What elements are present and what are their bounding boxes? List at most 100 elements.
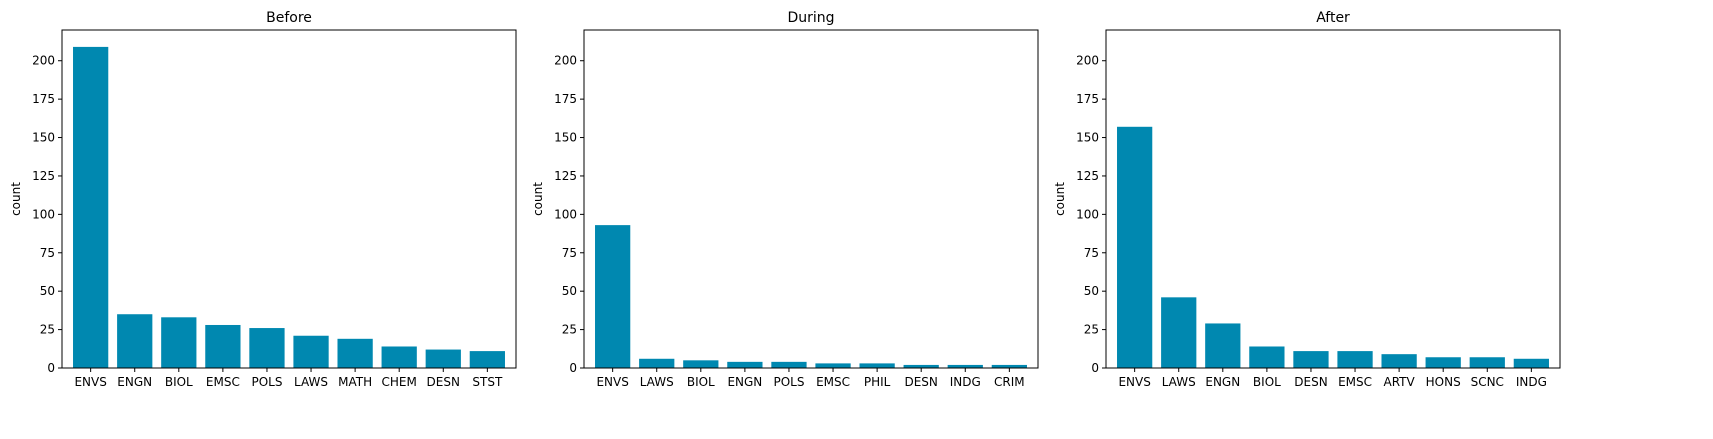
x-tick-label: BIOL [1253, 375, 1281, 389]
y-tick-label: 175 [554, 92, 577, 106]
y-tick-label: 75 [562, 246, 577, 260]
x-tick-label: MATH [338, 375, 372, 389]
bar-envs [595, 225, 631, 368]
x-tick-label: ENGN [727, 375, 762, 389]
bar-artv [1381, 354, 1417, 368]
x-tick-label: POLS [251, 375, 282, 389]
x-tick-label: LAWS [294, 375, 328, 389]
chart-0: 0 25 50 75 100 125 150 175 200 ENVS ENGN BIOL EMSC PO… [9, 10, 517, 389]
y-tick-label: 150 [554, 131, 577, 145]
y-tick-label: 100 [32, 207, 55, 221]
bar-hons [1425, 357, 1461, 368]
x-tick-label: ENGN [117, 375, 152, 389]
y-tick-label: 150 [32, 131, 55, 145]
bar-emsc [205, 324, 241, 368]
bar-engn [117, 314, 153, 368]
bar-stst [469, 351, 505, 368]
x-tick-label: EMSC [816, 375, 850, 389]
x-tick-label: ARTV [1384, 375, 1416, 389]
x-tick-label: POLS [773, 375, 804, 389]
y-tick-label: 75 [1084, 246, 1099, 260]
chart-2: 0 25 50 75 100 125 150 175 200 ENVS LAWS ENGN BIOL DE… [1053, 10, 1561, 389]
x-tick-label: DESN [904, 375, 937, 389]
chart-title: Before [266, 10, 312, 26]
x-tick-label: EMSC [1338, 375, 1372, 389]
plot-frame [1105, 29, 1561, 369]
x-tick-label: PHIL [864, 375, 891, 389]
x-tick-label: HONS [1426, 375, 1461, 389]
bar-biol [161, 317, 197, 368]
x-tick-label: DESN [1294, 375, 1327, 389]
y-tick-label: 200 [1076, 54, 1099, 68]
bar-engn [1205, 323, 1241, 368]
y-tick-label: 50 [40, 284, 55, 298]
bar-envs [73, 46, 109, 369]
bar-laws [1161, 297, 1197, 368]
y-tick-label: 25 [40, 323, 55, 337]
x-tick-label: INDG [950, 375, 981, 389]
y-tick-label: 0 [569, 361, 577, 375]
chart-title: After [1316, 10, 1350, 26]
bar-biol [683, 360, 719, 368]
x-tick-label: CHEM [382, 375, 417, 389]
bar-pols [771, 361, 807, 368]
y-tick-label: 25 [562, 323, 577, 337]
y-tick-label: 0 [1091, 361, 1099, 375]
y-tick-label: 100 [554, 207, 577, 221]
bar-crim [991, 364, 1027, 368]
x-tick-label: BIOL [165, 375, 193, 389]
y-tick-label: 125 [32, 169, 55, 183]
y-tick-label: 100 [1076, 207, 1099, 221]
bar-phil [859, 363, 895, 368]
y-axis-label: count [9, 182, 23, 216]
y-tick-label: 125 [554, 169, 577, 183]
y-tick-label: 75 [40, 246, 55, 260]
bar-indg [1513, 358, 1549, 368]
y-tick-label: 50 [1084, 284, 1099, 298]
x-tick-label: EMSC [206, 375, 240, 389]
y-tick-label: 200 [554, 54, 577, 68]
bar-laws [293, 335, 329, 368]
plot-frame [61, 29, 517, 369]
x-tick-label: ENVS [1118, 375, 1150, 389]
y-tick-label: 175 [1076, 92, 1099, 106]
y-tick-label: 50 [562, 284, 577, 298]
y-tick-label: 200 [32, 54, 55, 68]
bar-desn [903, 364, 939, 368]
y-tick-label: 125 [1076, 169, 1099, 183]
x-tick-label: DESN [427, 375, 460, 389]
bar-scnc [1469, 357, 1505, 368]
x-tick-label: ENGN [1205, 375, 1240, 389]
x-tick-label: LAWS [640, 375, 674, 389]
bar-envs [1117, 126, 1153, 368]
plot-frame [583, 29, 1039, 369]
bar-pols [249, 328, 285, 368]
bar-math [337, 338, 373, 368]
x-tick-label: ENVS [596, 375, 628, 389]
x-tick-label: SCNC [1471, 375, 1504, 389]
bar-engn [727, 361, 763, 368]
chart-title: During [787, 10, 834, 26]
chart-1: 0 25 50 75 100 125 150 175 200 ENVS LAWS BIOL ENGN PO… [531, 10, 1039, 389]
bar-biol [1249, 346, 1285, 368]
y-tick-label: 150 [1076, 131, 1099, 145]
bar-desn [425, 349, 461, 368]
y-axis-label: count [1053, 182, 1067, 216]
y-tick-label: 25 [1084, 323, 1099, 337]
y-axis-label: count [531, 182, 545, 216]
bar-desn [1293, 351, 1329, 368]
bar-emsc [815, 363, 851, 368]
bar-emsc [1337, 351, 1373, 368]
x-tick-label: CRIM [994, 375, 1025, 389]
y-tick-label: 0 [47, 361, 55, 375]
bar-chem [381, 346, 417, 368]
y-tick-label: 175 [32, 92, 55, 106]
bar-laws [639, 358, 675, 368]
x-tick-label: BIOL [687, 375, 715, 389]
x-tick-label: STST [472, 375, 503, 389]
x-tick-label: LAWS [1162, 375, 1196, 389]
x-tick-label: INDG [1516, 375, 1547, 389]
x-tick-label: ENVS [74, 375, 106, 389]
